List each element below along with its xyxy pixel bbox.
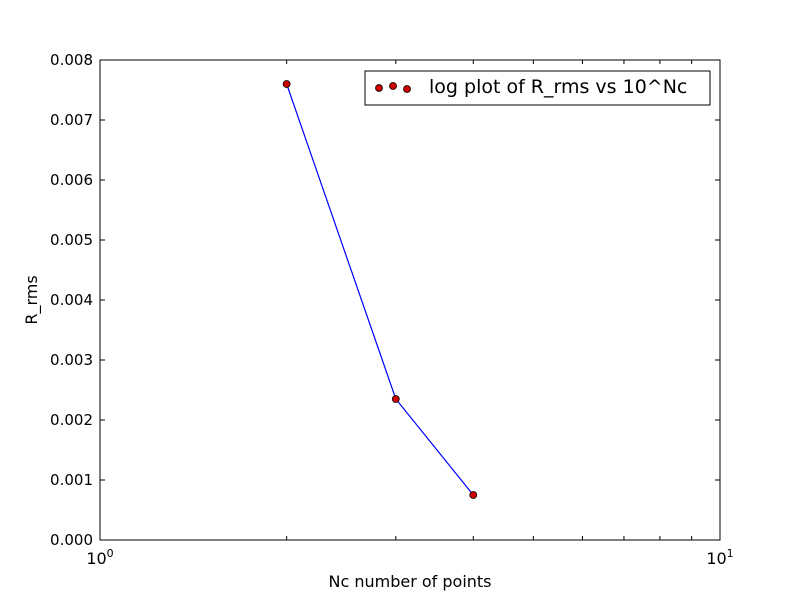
y-tick-label: 0.001 — [50, 471, 93, 489]
y-tick-label: 0.007 — [50, 111, 93, 129]
axes: 0.000 0.001 0.002 0.003 0.004 0.005 0.006 0.007… — [50, 51, 734, 568]
data-point — [391, 395, 400, 403]
y-tick-label: 0.008 — [50, 51, 93, 69]
legend-box — [364, 70, 711, 106]
x-tick-label: 101 — [706, 547, 733, 568]
y-axis-label: R_rms — [22, 275, 42, 324]
legend-marker — [375, 84, 383, 92]
y-tick-label: 0.002 — [50, 411, 93, 429]
legend-marker — [403, 85, 411, 93]
y-tick-label: 0.006 — [50, 171, 93, 189]
x-axis-label: Nc number of points — [328, 572, 491, 591]
legend-label: log plot of R_rms vs 10^Nc — [429, 76, 687, 98]
y-tick-label: 0.003 — [50, 351, 93, 369]
x-tick-label: 100 — [86, 547, 113, 568]
y-tick-label: 0.004 — [50, 291, 93, 309]
data-point — [469, 491, 478, 499]
plot-area — [282, 80, 478, 499]
y-tick-label: 0.005 — [50, 231, 93, 249]
legend: log plot of R_rms vs 10^Nc — [364, 70, 711, 106]
data-point — [282, 80, 291, 88]
legend-marker — [389, 82, 397, 90]
y-tick-label: 0.000 — [50, 531, 93, 549]
